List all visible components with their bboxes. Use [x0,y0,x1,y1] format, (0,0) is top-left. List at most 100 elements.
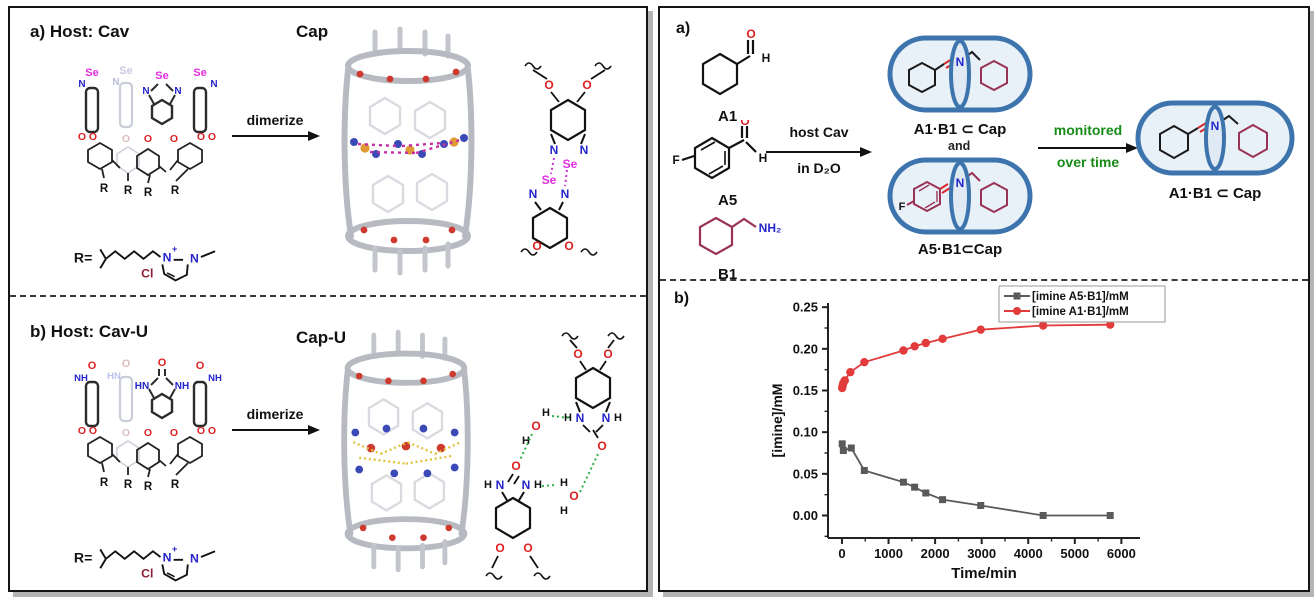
charge-plus: + [172,543,178,554]
n-methyl-bond [200,250,216,258]
atom-label-o-faded: O [122,358,131,370]
reactant-a1-structure: O H [701,28,771,96]
data-point-circle [938,334,947,344]
guest-cyclohexane-b [980,59,1008,92]
y-tick-label: 0.10 [793,425,818,440]
benzene-ring-bottom [494,496,532,540]
benzene-ring [150,98,174,126]
right-section-a-label: a) [676,20,691,37]
atom-label-n: N [561,187,570,201]
atom-label-o: O [197,425,205,437]
capsule-top-rim [345,48,471,84]
water-o: O [569,489,578,503]
x-tick-label: 5000 [1060,546,1089,561]
imine-double-bond [939,183,951,194]
imine-nitrogen: N [956,55,965,69]
atom-label-n: N [496,478,505,492]
x-axis-label: Time/min [951,565,1017,582]
atom-label-n: N [576,411,585,425]
atom-label-r: R [100,477,109,489]
atom-label-o: O [78,425,86,437]
atom-label-o: O [564,239,573,253]
butyl-chain [99,548,162,569]
reactant-a5-label: A5 [718,192,738,209]
urea-bonds [582,424,604,439]
atom-label-r: R [171,479,180,491]
y-tick-label: 0.15 [793,383,818,398]
atom-label-n: N [550,143,559,157]
data-point-circle [899,346,908,355]
urea-bonds [507,473,520,485]
atom-label-o: O [603,347,612,361]
x-tick-label: 1000 [874,546,903,561]
atom-label-n: N [190,552,199,566]
cavitand-right-wall [192,380,208,428]
guest-cyclohexane-b [980,181,1008,214]
capsule-a5b1-label: A5·B1⊂Cap [917,241,1003,258]
atom-label-se: Se [155,70,168,82]
data-point-square [922,489,930,497]
capsule-seam-lens [949,39,971,109]
atom-label-o-faded: O [122,133,130,145]
squiggle-terminators [520,62,612,256]
atom-label-n: N [580,143,589,157]
r-group-definition: R= N + N Cl [74,243,216,282]
atom-label-o: O [573,347,582,361]
capsule-left-strut [341,67,354,239]
data-point-square [1039,512,1047,519]
capsule-top-rim [344,350,468,386]
atom-label-n: N [529,187,538,201]
atom-label-n-plus: N [163,551,172,565]
atom-label-h: H [614,412,622,424]
atom-label-o: O [89,131,97,143]
atom-label-n: N [522,478,531,492]
legend-entry: [imine A1·B1]/mM [1032,306,1129,318]
data-point-square [911,483,919,491]
r-equals-label: R= [74,250,92,266]
atom-label-se: Se [542,173,557,187]
cavitand-cav-u-structure: O HN O NH O NH O HN NH O O O O O O O [74,357,222,493]
monitor-label-line1: monitored [1053,122,1123,138]
series-line [841,323,1111,389]
aldehyde-bonds [728,126,757,153]
capsule-bottom-rim [344,516,468,552]
dimerize-label: dimerize [246,406,304,422]
guest-bond [934,63,945,71]
right-panel: a) O H A1 F O H A5 NH₂ B1 host Cav [658,6,1310,592]
nitrogen-dots-mid [350,134,468,158]
water-o: O [531,419,540,433]
atom-label-r: R [171,185,180,197]
section-a-heading: a) Host: Cav [30,22,130,41]
hydrogen-bond-dashes [352,441,461,465]
bowl-bridges [111,159,179,173]
atom-label-o-faded: O [122,427,130,439]
c-f-bond [906,200,915,206]
butyl-chain [99,248,162,269]
kinetics-chart: 0 1000 2000 3000 4000 5000 6000 0.00 0.05 0.10 0.1… [769,285,1166,582]
atom-label-o: O [89,425,97,437]
benzene-ring-top [574,366,612,410]
capsule-right-strut [458,369,471,537]
cap-u-3d-model [341,329,471,573]
x-tick-label: 4000 [1014,546,1043,561]
capsule-a5b1: F N [887,157,1033,235]
cavitand-right-wall [192,86,208,134]
data-point-square [839,447,847,454]
y-tick-label: 0.00 [793,508,818,523]
ether-bonds [532,69,606,103]
capsule-bottom-rim [345,218,471,254]
atom-label-o: O [495,541,504,555]
chloride-label: Cl [141,567,153,581]
atom-label-n-faded: N [112,77,119,88]
reaction-arrow [766,147,872,157]
oxygen-dots-bottom [360,226,456,244]
atom-label-o: O [740,120,749,128]
water-h: H [542,407,550,419]
atom-label-r: R [124,185,133,197]
cavitand-cav-structure: Se N Se N Se N Se N N O O O O O O O [78,65,218,199]
data-point-square [899,478,907,486]
atom-label-n: N [190,252,199,266]
series-line [841,443,1111,517]
data-point-circle [1038,321,1048,330]
atom-label-h: H [762,51,771,65]
